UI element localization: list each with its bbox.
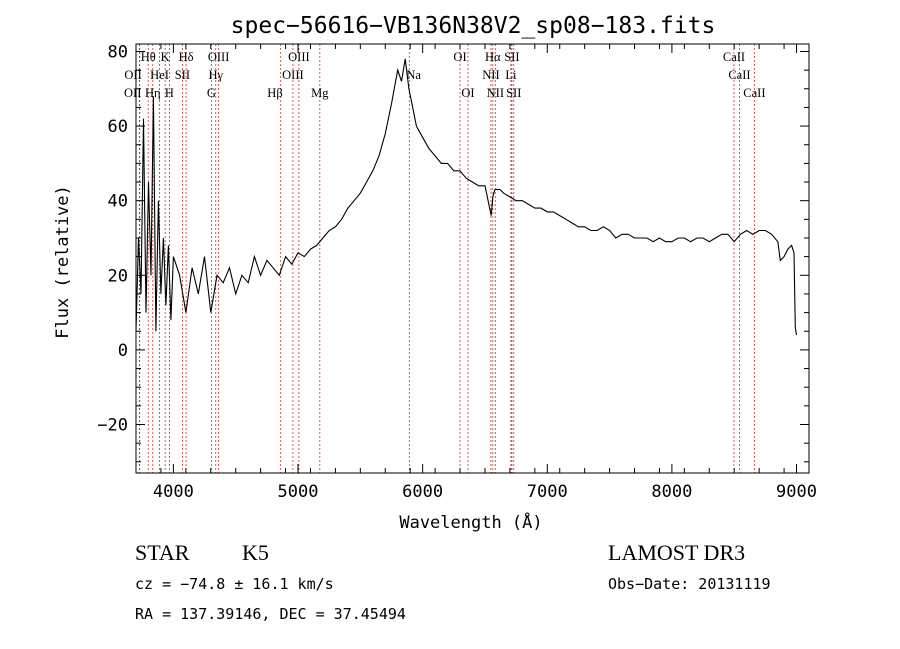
x-tick-label: 4000 xyxy=(153,482,194,502)
sky-coordinates: RA = 137.39146, DEC = 37.45494 xyxy=(135,605,406,623)
line-marker-label: CaII xyxy=(723,50,745,64)
y-tick-label: −20 xyxy=(97,416,128,436)
line-marker-label: Mg xyxy=(311,86,329,100)
y-tick-label: 0 xyxy=(118,341,128,361)
object-class: STAR xyxy=(135,540,190,565)
line-marker-label: CaII xyxy=(728,68,750,82)
line-marker-label: Hγ xyxy=(208,68,223,82)
redshift-velocity: cz = −74.8 ± 16.1 km/s xyxy=(135,575,334,593)
y-axis-label: Flux (relative) xyxy=(53,185,73,339)
line-marker-label: OIII xyxy=(288,50,310,64)
line-marker-label: SII xyxy=(504,50,519,64)
x-axis: 4000 5000 6000 7000 8000 9000 xyxy=(135,44,817,502)
observation-date: Obs−Date: 20131119 xyxy=(608,575,771,593)
y-tick-label: 60 xyxy=(108,117,128,137)
line-marker-label: Hδ xyxy=(179,50,194,64)
x-tick-label: 6000 xyxy=(402,482,443,502)
line-marker-label: Na xyxy=(406,68,421,82)
line-marker-label: OI xyxy=(453,50,466,64)
spectrum-series-line xyxy=(135,58,798,336)
line-marker-label: OII xyxy=(124,86,141,100)
line-marker-label: CaII xyxy=(743,86,765,100)
line-marker-label: Hη xyxy=(145,86,161,100)
line-marker-label: Hα xyxy=(485,50,501,64)
line-marker-label: OIII xyxy=(282,68,304,82)
plot-frame xyxy=(135,43,810,474)
line-marker-label: Hβ xyxy=(267,86,282,100)
line-marker-label: K xyxy=(161,50,170,64)
chart-title: spec−56616−VB136N38V2_sp08−183.fits xyxy=(231,13,716,39)
line-marker-label: HeI xyxy=(150,68,169,82)
line-marker-label: Hθ xyxy=(141,50,156,64)
line-marker-label: H xyxy=(165,86,174,100)
x-tick-label: 9000 xyxy=(776,482,817,502)
y-tick-label: 20 xyxy=(108,266,128,286)
y-tick-label: 80 xyxy=(108,42,128,62)
line-markers xyxy=(138,44,755,473)
x-tick-label: 7000 xyxy=(527,482,568,502)
line-marker-label: OI xyxy=(461,86,474,100)
y-axis: −20 0 20 40 60 80 xyxy=(97,42,809,463)
line-marker-label: OIII xyxy=(208,50,230,64)
object-subclass: K5 xyxy=(242,540,269,565)
line-marker-label: NII xyxy=(487,86,504,100)
x-axis-label: Wavelength (Å) xyxy=(399,511,542,533)
line-marker-label: SII xyxy=(506,86,521,100)
survey-name: LAMOST DR3 xyxy=(608,540,746,565)
line-marker-label: SII xyxy=(175,68,190,82)
line-marker-label: G xyxy=(207,86,216,100)
x-tick-label: 5000 xyxy=(278,482,319,502)
y-tick-label: 40 xyxy=(108,192,128,212)
x-tick-label: 8000 xyxy=(651,482,692,502)
line-marker-label: NII xyxy=(482,68,499,82)
line-marker-label: Li xyxy=(505,68,517,82)
line-marker-label: OII xyxy=(124,68,141,82)
